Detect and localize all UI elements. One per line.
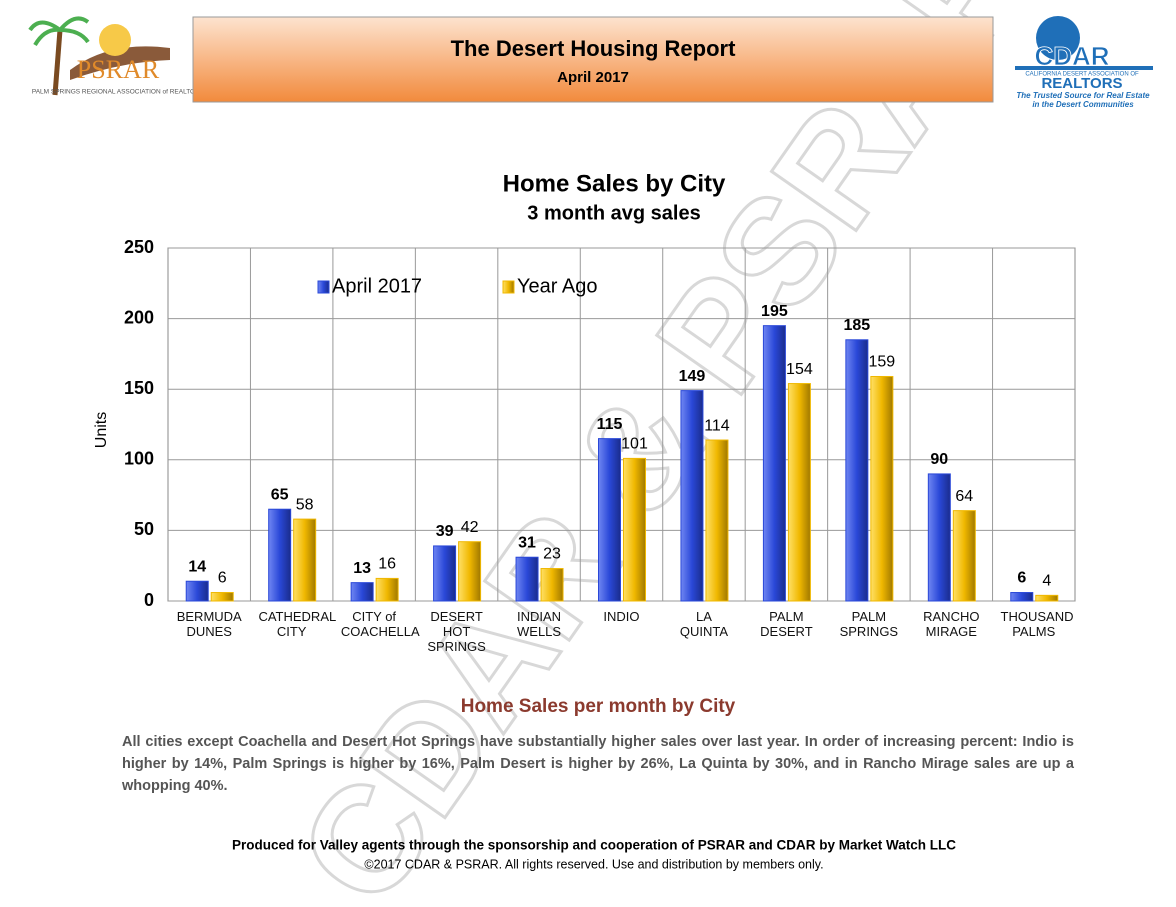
x-tick-label: CATHEDRAL CITY [258, 609, 337, 639]
bar [433, 545, 457, 602]
bar [458, 541, 482, 602]
legend-swatch [502, 280, 515, 294]
logo-name: CDAR [1034, 41, 1109, 71]
bar [952, 510, 976, 602]
chart-subtitle: 3 month avg sales [527, 202, 700, 224]
y-tick-label: 150 [124, 378, 154, 398]
x-tick-label: RANCHO MIRAGE [923, 609, 980, 639]
x-tick-label: THOUSAND PALMS [1000, 609, 1074, 639]
value-label: 64 [955, 488, 973, 505]
x-tick-label: CITY of COACHELLA [340, 609, 420, 639]
cdar-logo: CDAR CALIFORNIA DESERT ASSOCIATION OF RE… [1015, 16, 1153, 109]
y-tick-label: 100 [124, 449, 154, 469]
value-label: 14 [188, 558, 206, 575]
bar [293, 518, 317, 602]
bar [375, 577, 399, 602]
bar [762, 325, 786, 602]
bar [540, 568, 564, 602]
value-label: 6 [218, 570, 227, 587]
value-label: 42 [461, 519, 479, 536]
bar [598, 438, 621, 602]
value-label: 149 [679, 368, 706, 385]
value-label: 101 [621, 436, 648, 453]
bar [185, 580, 209, 602]
x-tick-label: INDIO [603, 609, 640, 624]
legend-label: April 2017 [332, 275, 422, 297]
value-label: 154 [786, 361, 813, 378]
bar [515, 556, 539, 602]
value-label: 4 [1042, 573, 1051, 590]
y-tick-label: 200 [124, 307, 154, 327]
bar [845, 339, 869, 602]
value-label: 31 [518, 534, 536, 551]
value-label: 6 [1017, 570, 1026, 587]
psrar-logo: PSRAR PALM SPRINGS REGIONAL ASSOCIATION … [28, 16, 205, 96]
section-text: All cities except Coachella and Desert H… [122, 734, 1074, 794]
y-tick-label: 0 [144, 590, 154, 610]
logo-tagline: The Trusted Source for Real Estate [1016, 91, 1150, 100]
x-tick-label: DESERT HOT SPRINGS [427, 609, 486, 654]
x-tick-label: BERMUDA DUNES [176, 609, 242, 639]
value-label: 58 [296, 496, 314, 513]
value-label: 65 [271, 486, 289, 503]
bar [623, 457, 646, 602]
bar [680, 390, 704, 602]
chart-title: Home Sales by City [503, 170, 726, 197]
bar [927, 473, 951, 602]
y-tick-label: 250 [124, 237, 154, 257]
legend-label: Year Ago [517, 275, 597, 297]
value-label: 23 [543, 546, 561, 563]
bar [870, 375, 894, 602]
logo-org: REALTORS [1041, 75, 1122, 92]
bar [350, 582, 374, 602]
bar [268, 508, 292, 602]
value-label: 114 [704, 417, 730, 434]
header-subtitle: April 2017 [557, 69, 629, 86]
footer-credit: Produced for Valley agents through the s… [232, 838, 956, 853]
logo-caption: CALIFORNIA DESERT ASSOCIATION OF [1025, 72, 1139, 78]
x-tick-label: PALM SPRINGS [839, 609, 899, 639]
section-heading: Home Sales per month by City [461, 696, 736, 717]
x-tick-label: INDIAN WELLS [517, 609, 562, 639]
legend-swatch [317, 280, 330, 294]
bar [1010, 592, 1034, 602]
logo-tagline: in the Desert Communities [1032, 100, 1134, 109]
y-tick-label: 50 [134, 519, 154, 539]
value-label: 13 [353, 560, 371, 577]
x-tick-label: PALM DESERT [760, 609, 813, 639]
value-label: 159 [869, 354, 896, 371]
value-label: 115 [597, 416, 623, 433]
bar [1035, 594, 1059, 602]
footer-copyright: ©2017 CDAR & PSRAR. All rights reserved.… [364, 857, 823, 871]
logo-caption: PALM SPRINGS REGIONAL ASSOCIATION of REA… [32, 89, 205, 96]
logo-name: PSRAR [77, 55, 160, 84]
bar [705, 439, 729, 602]
bar [210, 592, 234, 602]
x-tick-label: LA QUINTA [679, 609, 729, 639]
bar [787, 383, 811, 602]
header-title: The Desert Housing Report [451, 36, 736, 61]
value-label: 39 [436, 523, 454, 540]
header-box [192, 16, 994, 103]
value-label: 195 [761, 303, 788, 320]
y-axis-label: Units [93, 412, 110, 448]
value-label: 16 [378, 556, 396, 573]
value-label: 90 [930, 451, 948, 468]
value-label: 185 [844, 317, 871, 334]
